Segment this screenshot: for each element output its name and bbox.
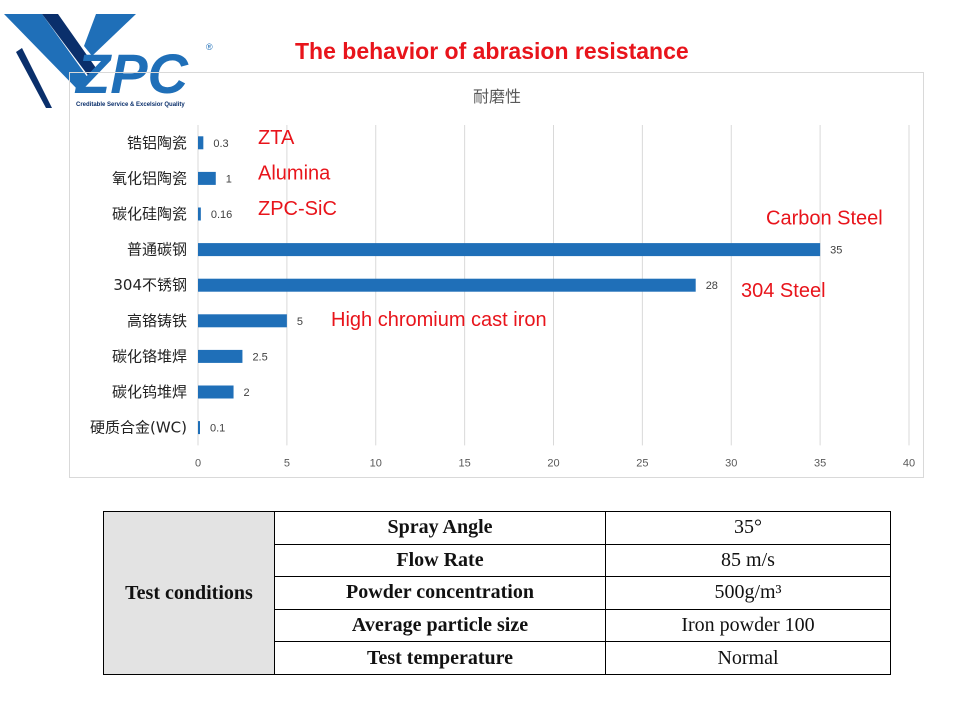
condition-param: Average particle size [274,608,606,643]
category-label: 碳化钨堆焊 [112,383,187,401]
zpc-logo: ZPC ® Creditable Service & Excelsior Qua… [4,14,213,108]
annotation-label: High chromium cast iron [331,309,547,331]
annotation-label: ZTA [258,127,295,149]
x-tick-label: 25 [636,457,648,469]
x-tick-label: 5 [284,457,290,469]
condition-value: 85 m/s [605,543,891,578]
condition-row: Test temperature Normal [104,641,891,675]
condition-value: 35° [605,511,891,545]
condition-value: 500g/m³ [605,576,891,610]
bar [198,207,201,221]
x-tick-label: 10 [370,457,382,469]
logo-wordmark: ZPC [74,42,190,105]
condition-param: Flow Rate [274,543,606,578]
bar [198,314,287,328]
bar [198,171,216,185]
value-label: 5 [297,316,303,328]
annotation-label: Carbon Steel [766,208,883,230]
condition-row: Test conditions Spray Angle 35° [103,511,891,675]
condition-row: Powder concentration 500g/m³ [104,576,891,610]
category-label: 304不锈钢 [113,276,187,294]
annotation-label: ZPC-SiC [258,198,337,220]
value-label: 2.5 [252,351,267,363]
value-label: 35 [830,245,842,257]
x-tick-label: 30 [725,457,737,469]
value-label: 0.3 [213,138,228,150]
slide-title: The behavior of abrasion resistance [295,38,689,64]
annotation-label: 304 Steel [741,280,826,302]
category-label: 碳化硅陶瓷 [112,205,187,223]
category-label: 碳化铬堆焊 [112,347,187,365]
x-tick-label: 0 [195,457,201,469]
bar [198,278,696,292]
logo-tagline: Creditable Service & Excelsior Quality [76,102,185,108]
category-label: 硬质合金(WC) [90,419,187,437]
value-label: 28 [706,280,718,292]
bar [198,243,821,257]
condition-row: Average particle size Iron powder 100 [104,608,891,643]
condition-value: Normal [605,641,891,675]
bar [198,136,204,150]
x-tick-label: 15 [459,457,471,469]
x-tick-label: 40 [903,457,915,469]
category-label: 高铬铸铁 [127,312,187,330]
condition-param: Powder concentration [274,576,606,610]
condition-value: Iron powder 100 [605,608,891,643]
test-conditions-table: Test conditions Spray Angle 35° Flow Rate 85… [103,511,891,675]
x-tick-label: 35 [814,457,826,469]
category-label: 普通碳钢 [127,241,187,259]
x-tick-label: 20 [547,457,559,469]
bar [198,421,200,435]
condition-param: Spray Angle [274,511,606,545]
value-label: 0.16 [211,209,232,221]
condition-row: Flow Rate 85 m/s [104,543,891,578]
condition-param: Test temperature [274,641,606,675]
test-conditions-header: Test conditions [103,511,275,675]
value-label: 2 [244,387,250,399]
category-label: 锆铝陶瓷 [127,134,187,152]
abrasion-chart: 耐磨性 0 5 10 15 20 25 30 35 40 锆铝陶瓷 0.3 氧化铝陶瓷 1 碳化硅陶瓷 0.1… [69,72,924,478]
logo-registered-mark: ® [206,42,213,52]
value-label: 1 [226,173,232,185]
bar [198,385,234,399]
category-label: 氧化铝陶瓷 [112,169,187,187]
bar [198,349,243,363]
value-label: 0.1 [210,423,225,435]
chart-title: 耐磨性 [473,87,521,106]
annotation-label: Alumina [258,162,331,184]
